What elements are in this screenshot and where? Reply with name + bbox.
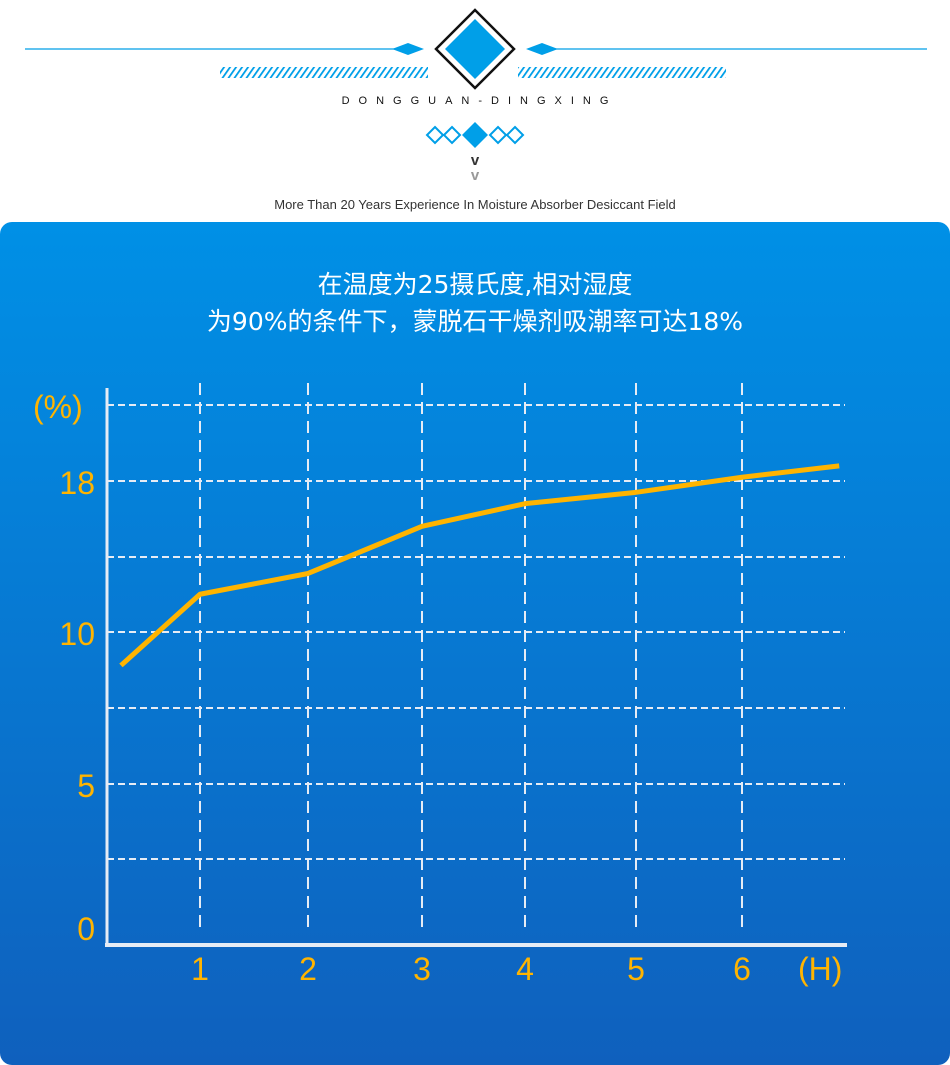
y-axis-label: (%) [33, 389, 83, 425]
small-diamond-right-icon [526, 43, 558, 55]
hatch-left [220, 67, 428, 78]
logo-diamond-outline-icon [434, 8, 516, 90]
data-line [119, 463, 840, 668]
chevron-down-icon: v [470, 152, 480, 169]
small-diamond-left-icon [392, 43, 424, 55]
x-tick-label: 6 [733, 951, 751, 987]
diamond-row-icon [425, 125, 525, 145]
x-tick-label: 2 [299, 951, 317, 987]
y-tick-label: 5 [77, 768, 95, 804]
tagline: More Than 20 Years Experience In Moistur… [274, 197, 676, 212]
center-diamond-icon [462, 122, 488, 148]
chevron-down-icon: v [470, 167, 480, 184]
chart-card [0, 222, 950, 1065]
x-tick-label: 5 [627, 951, 645, 987]
hatch-right [518, 67, 726, 78]
x-tick-label: 1 [191, 951, 209, 987]
x-tick-label: 3 [413, 951, 431, 987]
header-ornament [25, 8, 927, 148]
x-axis-label: (H) [798, 951, 842, 987]
y-tick-label: 18 [59, 465, 95, 501]
chart-title-line-1: 在温度为25摄氏度,相对湿度 [317, 270, 633, 299]
x-tick-label: 4 [516, 951, 534, 987]
logo-diamond-icon [445, 19, 505, 79]
y-tick-label: 10 [59, 616, 95, 652]
header: DONGGUAN-DINGXING v v More Than 20 Years… [0, 0, 950, 222]
brand-name: DONGGUAN-DINGXING [341, 95, 618, 107]
y-tick-label: 0 [77, 911, 95, 947]
chart-title-line-2: 为90%的条件下，蒙脱石干燥剂吸潮率可达18% [206, 307, 744, 336]
